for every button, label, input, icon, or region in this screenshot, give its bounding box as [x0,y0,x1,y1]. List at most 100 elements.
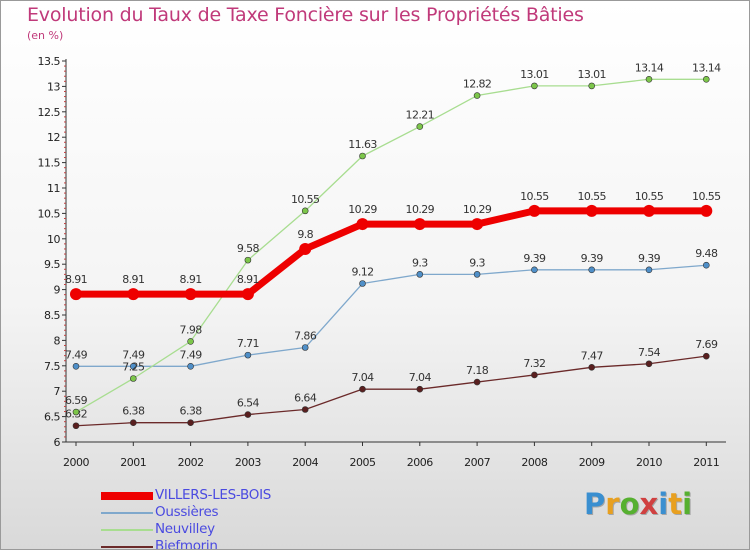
data-label: 7.49 [180,348,203,361]
x-tick-label: 2007 [464,456,490,469]
data-point [70,288,82,301]
data-point [588,82,596,90]
data-label: 13.14 [635,61,664,74]
data-label: 10.55 [577,190,606,203]
data-point [72,422,80,430]
data-label: 11.63 [348,138,377,151]
data-label: 8.91 [122,273,144,286]
y-tick-label: 11.5 [38,157,61,170]
data-label: 7.32 [523,357,545,370]
legend: VILLERS-LES-BOIS Oussières Neuvilley Biefmo… [101,487,401,549]
data-label: 6.38 [122,405,145,418]
data-point [588,266,596,274]
legend-swatch [101,528,153,531]
data-label: 10.29 [348,203,377,216]
data-point [645,360,653,368]
y-tick-label: 10 [47,233,60,246]
legend-item: Biefmorin [101,538,401,549]
data-label: 7.18 [466,364,489,377]
data-point [473,271,481,278]
data-label: 9.12 [351,266,373,279]
data-point [130,375,137,382]
data-point [473,92,481,99]
legend-swatch [101,545,153,548]
x-tick-label: 2001 [120,456,146,469]
data-point [645,75,653,83]
data-point [184,288,197,301]
legend-label: Neuvilley [155,521,215,537]
data-label: 8.91 [237,273,259,286]
y-tick-label: 11 [47,182,60,195]
data-label: 8.91 [65,273,87,286]
data-label: 9.58 [237,242,260,255]
series-line-biefmorin [75,355,707,427]
data-point [473,378,481,386]
data-point [702,261,710,269]
legend-item: Neuvilley [101,521,401,538]
y-tick-label: 7 [54,385,61,398]
data-label: 12.82 [463,78,492,91]
data-label: 10.55 [520,190,549,203]
y-tick-label: 8.5 [44,309,60,322]
legend-swatch [101,511,153,514]
x-tick-label: 2005 [350,456,376,469]
legend-item: Oussières [101,504,401,521]
data-point [130,419,137,426]
y-tick-label: 9 [54,284,61,297]
data-point [301,406,309,413]
data-point [299,242,312,255]
data-point [244,256,252,264]
data-point [588,364,596,371]
data-point [471,218,484,231]
data-label: 9.8 [297,228,313,241]
data-label: 6.59 [65,394,88,407]
data-label: 6.64 [294,391,317,404]
data-point [244,351,252,359]
x-tick-label: 2008 [521,456,547,469]
y-tick-label: 7.5 [44,360,60,373]
data-label: 6.54 [237,397,260,410]
x-tick-label: 2011 [693,456,719,469]
data-point [416,271,424,278]
data-label: 7.54 [638,346,661,359]
legend-swatch [101,491,153,500]
data-point [187,363,194,370]
y-tick-label: 12.5 [38,106,61,119]
x-tick-label: 2004 [292,456,318,469]
y-tick-label: 13.5 [38,55,61,68]
chart-unit: (en %) [27,29,64,42]
data-label: 7.49 [65,348,88,361]
data-label: 7.86 [294,330,317,343]
data-label: 7.49 [122,348,145,361]
data-label: 13.14 [692,61,721,74]
data-label: 10.55 [692,190,721,203]
series-line-villers-les-bois [72,207,710,298]
x-tick-label: 2000 [63,456,89,469]
data-label: 9.3 [412,256,428,269]
data-point [301,207,309,215]
legend-label: Oussières [155,504,219,520]
data-point [702,352,710,360]
data-label: 7.04 [351,371,374,384]
data-label: 9.39 [523,252,546,265]
proxiti-logo: Proxiti [584,487,693,521]
y-tick-label: 6.5 [44,411,60,424]
data-point [187,419,194,426]
data-point [241,288,254,301]
y-tick-label: 12 [47,131,60,144]
data-point [416,123,424,130]
data-label: 7.71 [237,337,259,350]
data-label: 9.3 [469,256,485,269]
data-label: 9.48 [695,247,718,260]
data-point [531,82,538,90]
data-point [416,385,424,393]
data-point [127,288,140,301]
data-label: 10.29 [406,203,435,216]
data-label: 9.39 [638,252,661,265]
data-point [187,338,194,345]
data-point [531,266,538,274]
data-point [301,344,309,351]
data-label: 6.38 [180,405,203,418]
